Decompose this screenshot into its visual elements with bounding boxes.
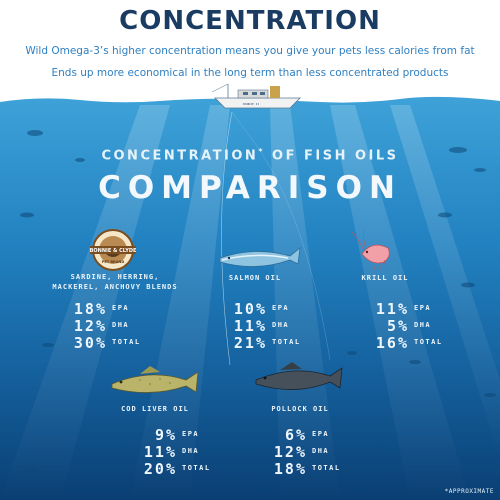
total-label: TOTAL: [272, 338, 301, 346]
epa-label: EPA: [312, 430, 330, 438]
stats-sardine-blend: 18% EPA 12% DHA 30% TOTAL: [45, 300, 165, 352]
epa-label: EPA: [414, 304, 432, 312]
section-subtitle: CONCENTRATION* OF FISH OILS: [0, 147, 500, 163]
epa-value: 11%: [375, 300, 409, 318]
brand-logo: BONNIE & CLYDE PET BRAND: [90, 229, 137, 271]
epa-label: EPA: [112, 304, 130, 312]
total-label: TOTAL: [312, 464, 341, 472]
oil-name-line: SARDINE, HERRING,: [70, 273, 160, 281]
dha-value: 12%: [73, 317, 107, 335]
stats-krill: 11% EPA 5% DHA 16% TOTAL: [347, 300, 467, 352]
intro-line-1: Wild Omega-3’s higher concentration mean…: [25, 45, 475, 57]
boat-name-label: BONNIE II: [243, 102, 259, 106]
oil-name-sardine-blend: SARDINE, HERRING, MACKEREL, ANCHOVY BLEN…: [40, 272, 190, 292]
oil-name-krill: KRILL OIL: [345, 273, 425, 283]
oil-name-line: POLLOCK OIL: [271, 405, 329, 413]
dha-label: DHA: [112, 321, 130, 329]
dha-value: 12%: [273, 443, 307, 461]
background-fish: [20, 130, 496, 482]
dha-label: DHA: [182, 447, 200, 455]
total-label: TOTAL: [182, 464, 211, 472]
oil-name-line: KRILL OIL: [361, 274, 409, 282]
total-value: 30%: [73, 334, 107, 352]
boat-illustration: [211, 83, 301, 109]
total-value: 20%: [143, 460, 177, 478]
stats-salmon: 10% EPA 11% DHA 21% TOTAL: [205, 300, 325, 352]
epa-value: 18%: [73, 300, 107, 318]
oil-name-cod-liver: COD LIVER OIL: [100, 404, 210, 414]
total-value: 21%: [233, 334, 267, 352]
total-label: TOTAL: [414, 338, 443, 346]
intro-line-2: Ends up more economical in the long term…: [51, 67, 449, 79]
approximate-footnote: *APPROXIMATE: [444, 488, 494, 495]
dha-label: DHA: [312, 447, 330, 455]
header-area: [0, 0, 500, 100]
oil-name-line: COD LIVER OIL: [121, 405, 189, 413]
subtitle-rest: OF FISH OILS: [265, 148, 399, 164]
epa-value: 10%: [233, 300, 267, 318]
oil-name-pollock: POLLOCK OIL: [250, 404, 350, 414]
dha-value: 11%: [233, 317, 267, 335]
stats-pollock: 6% EPA 12% DHA 18% TOTAL: [245, 426, 365, 478]
pollock-fish: [255, 362, 343, 390]
page-title: CONCENTRATION: [119, 6, 381, 36]
total-value: 18%: [273, 460, 307, 478]
subtitle-main: CONCENTRATION: [101, 148, 259, 164]
total-label: TOTAL: [112, 338, 141, 346]
oil-name-salmon: SALMON OIL: [205, 273, 305, 283]
stats-cod-liver: 9% EPA 11% DHA 20% TOTAL: [115, 426, 235, 478]
dha-label: DHA: [414, 321, 432, 329]
salmon-fish: [219, 247, 301, 267]
epa-value: 6%: [284, 426, 307, 444]
subtitle-asterisk: *: [258, 147, 265, 156]
logo-top-text: BONNIE & CLYDE: [90, 248, 137, 254]
epa-label: EPA: [182, 430, 200, 438]
oil-name-line: MACKEREL, ANCHOVY BLENDS: [52, 283, 178, 291]
cod-fish: [111, 366, 199, 393]
oil-name-line: SALMON OIL: [228, 274, 282, 282]
total-value: 16%: [375, 334, 409, 352]
dha-label: DHA: [272, 321, 290, 329]
epa-label: EPA: [272, 304, 290, 312]
dha-value: 5%: [386, 317, 409, 335]
dha-value: 11%: [143, 443, 177, 461]
section-big-title: COMPARISON: [98, 170, 402, 206]
epa-value: 9%: [154, 426, 177, 444]
krill: [351, 229, 390, 271]
logo-bottom-text: PET BRAND: [102, 260, 125, 264]
